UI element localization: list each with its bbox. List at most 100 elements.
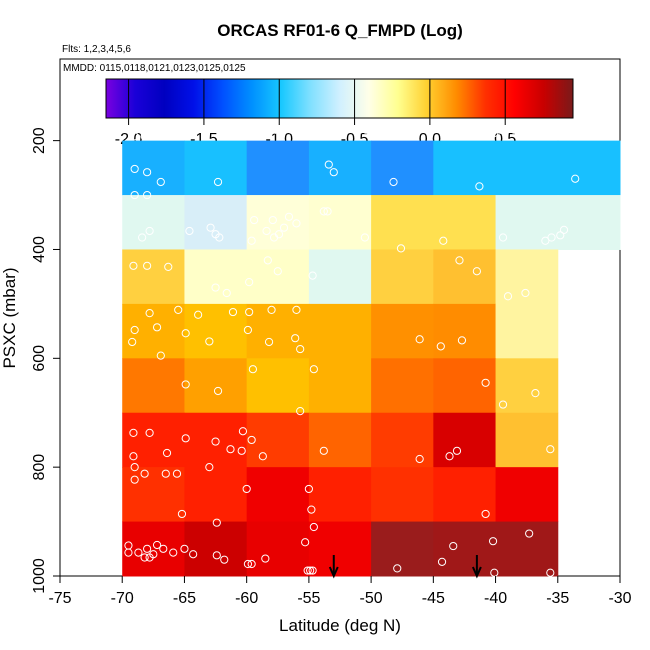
- data-point: [149, 550, 158, 559]
- data-point: [267, 305, 276, 314]
- heatmap-cell: [495, 195, 559, 250]
- data-point: [360, 233, 369, 242]
- data-point: [145, 309, 154, 318]
- x-axis-label: Latitude (deg N): [279, 616, 401, 635]
- data-point: [457, 336, 467, 345]
- heatmap-cell: [308, 303, 372, 359]
- data-point: [481, 509, 490, 519]
- chart-title: ORCAS RF01-6 Q_FMPD (Log): [217, 21, 463, 40]
- data-point: [559, 225, 569, 234]
- data-point: [189, 550, 198, 559]
- data-point: [206, 223, 215, 232]
- x-tick-label: -30: [608, 590, 631, 607]
- data-point: [306, 566, 315, 575]
- data-point: [245, 278, 254, 287]
- data-point: [496, 125, 505, 134]
- data-point: [488, 537, 498, 546]
- data-point: [325, 125, 335, 134]
- data-point: [130, 190, 139, 200]
- data-point: [355, 125, 365, 134]
- heatmap-cell: [184, 195, 248, 250]
- data-point: [396, 244, 406, 253]
- data-point: [180, 544, 189, 553]
- data-point: [124, 548, 133, 557]
- heatmap-cell: [433, 412, 497, 468]
- data-point: [371, 125, 381, 134]
- data-point: [547, 233, 556, 242]
- data-point: [279, 223, 289, 232]
- data-point: [556, 231, 565, 240]
- heatmap-cell: [246, 412, 310, 468]
- data-point: [212, 518, 221, 527]
- data-point: [525, 125, 534, 134]
- data-point: [181, 329, 190, 338]
- heatmap-cell: [433, 521, 497, 577]
- heatmap-cell: [308, 467, 372, 523]
- data-point: [213, 177, 223, 187]
- data-point: [145, 125, 154, 134]
- data-point: [393, 564, 402, 573]
- data-point: [238, 427, 248, 436]
- heatmap-cell: [371, 140, 434, 196]
- data-point: [129, 452, 138, 461]
- data-point: [140, 553, 149, 562]
- data-point: [152, 323, 162, 332]
- x-tick-label: -45: [422, 590, 445, 607]
- data-point: [541, 236, 550, 245]
- heatmap-cell: [433, 467, 497, 523]
- data-point: [319, 446, 328, 455]
- data-point: [475, 182, 484, 191]
- data-point: [292, 219, 301, 228]
- data-point: [152, 540, 162, 550]
- data-point: [549, 132, 559, 141]
- data-point: [215, 233, 224, 242]
- data-point: [156, 177, 165, 187]
- data-point: [301, 538, 310, 547]
- data-point: [143, 190, 152, 200]
- heatmap-cell: [122, 195, 185, 250]
- data-point: [263, 256, 272, 265]
- data-point: [389, 177, 398, 187]
- heatmap-cell: [371, 249, 434, 305]
- data-point: [498, 400, 508, 409]
- data-point: [262, 125, 271, 134]
- data-point: [189, 125, 198, 134]
- data-point: [134, 548, 143, 557]
- data-point: [319, 207, 328, 216]
- data-point: [211, 283, 220, 292]
- data-point: [243, 559, 253, 569]
- data-point: [303, 566, 312, 575]
- y-tick-label: 1000: [31, 558, 48, 594]
- heatmap-cell: [184, 467, 248, 523]
- data-point: [521, 288, 530, 298]
- data-point: [546, 445, 555, 454]
- data-point: [309, 522, 318, 532]
- data-point: [184, 125, 193, 134]
- data-point: [213, 386, 223, 396]
- data-point: [164, 262, 173, 271]
- data-point: [159, 544, 168, 553]
- heatmap-cell: [495, 412, 559, 468]
- heatmap-cell: [308, 521, 372, 577]
- data-point: [449, 541, 458, 551]
- data-point: [296, 344, 305, 354]
- heatmap-cell: [246, 358, 310, 414]
- data-point: [571, 174, 580, 183]
- x-tick-label: -60: [235, 590, 258, 607]
- data-point: [242, 484, 251, 494]
- data-point: [256, 125, 265, 134]
- heatmap-cell: [371, 358, 434, 414]
- data-point: [217, 125, 226, 134]
- data-point: [156, 351, 165, 360]
- data-point: [503, 292, 513, 301]
- heatmap-cell: [495, 467, 559, 523]
- data-point: [138, 233, 147, 242]
- heatmap-cell: [184, 140, 248, 196]
- data-point: [546, 568, 555, 577]
- data-point: [436, 342, 445, 351]
- data-point: [211, 437, 220, 446]
- colorbar-bar: [105, 78, 574, 119]
- x-axis: -75 -70 -65 -60 -55 -50 -45 -40 -35 -30: [48, 576, 632, 607]
- data-point: [455, 256, 464, 265]
- data-point: [309, 365, 318, 374]
